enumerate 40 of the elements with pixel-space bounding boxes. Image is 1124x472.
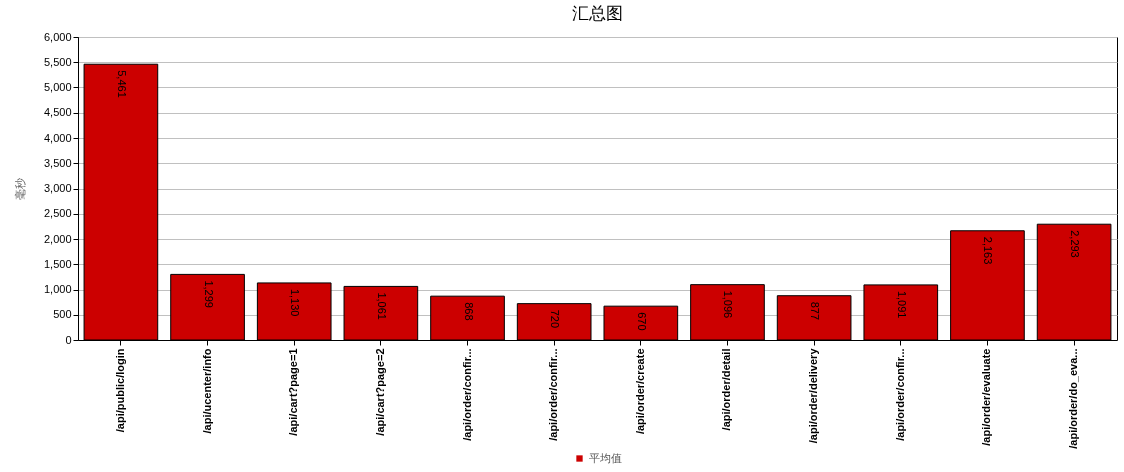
y-tick-label: 1,000 [43, 283, 72, 295]
x-tick-label: /api/order/create [633, 348, 646, 435]
y-tick-label: 5,000 [43, 81, 72, 93]
data-label: 670 [635, 312, 648, 331]
x-tick-label: /api/order/detail [720, 348, 733, 431]
x-tick-label: /api/order/evaluate [980, 348, 993, 446]
x-tick-label: /api/order/delivery [807, 347, 820, 444]
legend-label: 平均值 [589, 451, 622, 464]
chart-title: 汇总图 [572, 4, 623, 23]
x-tick-label: /api/ucenter/info [200, 348, 213, 434]
x-tick-label: /api/order/confir... [547, 348, 560, 441]
y-tick-label: 2,500 [43, 207, 72, 220]
data-label: 1,091 [895, 290, 908, 319]
x-tick-label: /api/order/confir... [460, 348, 473, 441]
data-label: 1,299 [202, 280, 215, 308]
data-label: 720 [549, 309, 562, 328]
y-tick-label: 2,000 [43, 232, 72, 245]
data-label: 5,461 [115, 70, 128, 98]
data-label: 868 [462, 302, 475, 321]
y-tick-label: 4,500 [43, 106, 72, 119]
y-tick-label: 4,000 [43, 131, 72, 144]
x-tick-label: /api/cart?page=2 [373, 348, 386, 436]
data-label: 1,130 [289, 288, 302, 317]
x-tick-label: /api/cart?page=1 [287, 348, 300, 436]
y-tick-label: 0 [65, 333, 72, 346]
y-tick-label: 500 [53, 308, 72, 321]
x-tick-label: /api/public/login [113, 348, 126, 433]
y-tick-label: 3,500 [43, 156, 72, 169]
data-label: 1,096 [722, 290, 735, 319]
y-tick-label: 6,000 [43, 30, 72, 43]
data-label: 1,061 [375, 292, 388, 320]
x-tick-label: /api/order/confir... [893, 348, 906, 441]
data-label: 877 [809, 301, 822, 321]
y-tick-label: 1,500 [43, 257, 72, 270]
y-axis-title: 毫秒 [13, 178, 26, 200]
y-tick-label: 3,000 [43, 182, 72, 194]
data-label: 2,163 [982, 236, 995, 265]
data-label: 2,293 [1069, 230, 1082, 258]
x-tick-label: /api/order/do_eva... [1067, 348, 1080, 449]
y-tick-label: 5,500 [43, 55, 72, 68]
